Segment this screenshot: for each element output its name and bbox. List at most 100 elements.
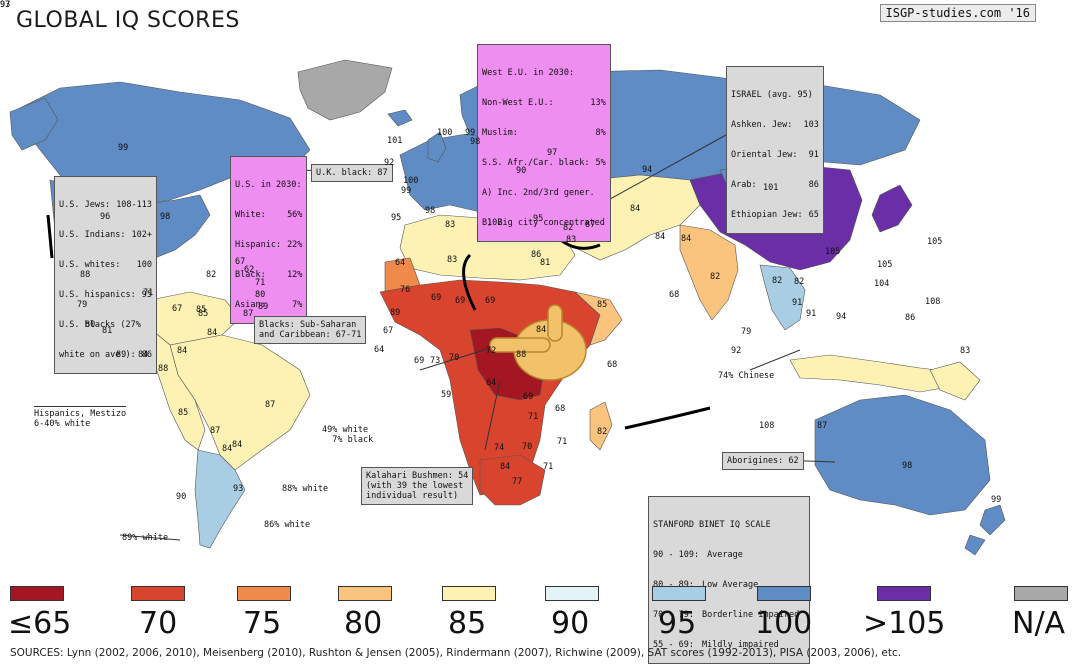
region-value-label: 69 <box>455 296 466 306</box>
us-2030-title: U.S. in 2030: <box>235 180 302 190</box>
region-value-label: 69 <box>431 293 442 303</box>
region-value-label: 105 <box>825 247 841 257</box>
region-uk <box>427 131 447 163</box>
region-value-label: 99 <box>118 143 129 153</box>
legend-swatch <box>757 586 811 601</box>
us-groups-row: U.S. whites: 100 <box>59 260 153 270</box>
arrow-madagascar <box>624 406 711 430</box>
region-value-label: 71 <box>557 437 568 447</box>
region-value-label: 84 <box>681 234 692 244</box>
region-value-label: 93 <box>0 0 11 10</box>
region-value-label: 85 <box>178 408 189 418</box>
region-value-label: 85 <box>198 309 209 319</box>
region-alaska <box>9 97 59 151</box>
region-value-label: 89 <box>258 302 269 312</box>
region-value-label: 82 <box>206 270 217 280</box>
west-eu-row: Muslim: 8% <box>482 128 606 138</box>
legend-label: ≤65 <box>8 606 72 641</box>
israel-row: Oriental Jew: 91 <box>731 150 819 160</box>
legend-swatch <box>442 586 496 601</box>
region-value-label: 64 <box>486 378 497 388</box>
region-value-label: 89 <box>390 308 401 318</box>
us-groups-row: white on ave.): 86 <box>59 350 153 360</box>
region-value-label: 100 <box>437 128 453 138</box>
hispanics-note: Hispanics, Mestizo 6-40% white <box>34 406 127 429</box>
stanford-row: 90 - 109: Average <box>653 550 743 560</box>
israel-row: Ethiopian Jew: 65 <box>731 210 819 220</box>
region-value-label: 96 <box>100 212 111 222</box>
region-value-label: 68 <box>555 404 566 414</box>
west-eu-note: B) Big city concentrated <box>482 218 605 228</box>
region-value-label: 70 <box>449 353 460 363</box>
region-value-label: 87 <box>585 220 596 230</box>
legend-swatch <box>1014 586 1068 601</box>
legend-swatch <box>131 586 185 601</box>
white-86-note: 86% white <box>264 520 311 530</box>
region-value-label: 88 <box>80 270 91 280</box>
region-value-label: 102 <box>487 218 503 228</box>
legend-label: 100 <box>755 606 813 641</box>
region-value-label: 90 <box>176 492 187 502</box>
region-value-label: 97 <box>547 148 558 158</box>
region-value-label: 71 <box>528 412 539 422</box>
region-value-label: 69 <box>485 296 496 306</box>
region-value-label: 80 <box>85 320 96 330</box>
region-value-label: 59 <box>441 390 452 400</box>
region-australia <box>814 394 991 516</box>
region-value-label: 88 <box>516 350 527 360</box>
us-groups-row: U.S. hispanics: 95 <box>59 290 153 300</box>
blacks-sub-saharan-box: Blacks: Sub-Saharan and Caribbean: 67-71 <box>254 316 367 344</box>
region-value-label: 83 <box>445 220 456 230</box>
region-value-label: 84 <box>222 444 233 454</box>
region-value-label: 82 <box>772 276 783 286</box>
legend-label: >105 <box>863 606 946 641</box>
region-value-label: 90 <box>516 166 527 176</box>
region-southern-africa <box>479 454 546 506</box>
us-2030-row: Asian: 7% <box>235 300 303 310</box>
region-value-label: 79 <box>77 300 88 310</box>
region-value-label: 62 <box>244 265 255 275</box>
region-value-label: 93 <box>233 484 244 494</box>
region-png <box>929 361 981 401</box>
region-value-label: 84 <box>177 346 188 356</box>
region-japan <box>871 184 913 233</box>
west-eu-note: A) Inc. 2nd/3rd gener. <box>482 188 595 198</box>
legend-swatch <box>545 586 599 601</box>
region-value-label: 100 <box>403 176 419 186</box>
legend-label: 90 <box>551 606 590 641</box>
us-groups-box: U.S. Jews: 108-113 U.S. Indians: 102+ U.S.… <box>54 176 158 374</box>
stanford-row: 80 - 89: Low Average <box>653 580 759 590</box>
region-greenland <box>297 59 393 121</box>
stanford-row: 55 - 69: Mildly impaired <box>653 640 779 650</box>
stanford-binet-box: STANFORD BINET IQ SCALE 90 - 109: Average… <box>648 496 810 664</box>
region-value-label: 84 <box>207 328 218 338</box>
region-value-label: 73 <box>430 356 441 366</box>
region-value-label: 84 <box>655 232 666 242</box>
region-value-label: 69 <box>414 356 425 366</box>
region-value-label: 98 <box>902 461 913 471</box>
region-argentina <box>194 449 246 549</box>
region-value-label: 67 <box>235 257 246 267</box>
uk-black-box: U.K. black: 87 <box>311 164 393 182</box>
region-value-label: 94 <box>642 165 653 175</box>
region-iceland <box>387 109 413 127</box>
region-value-label: 87 <box>265 400 276 410</box>
region-value-label: 87 <box>243 309 254 319</box>
credit-label: ISGP-studies.com '16 <box>879 4 1036 22</box>
region-value-label: 79 <box>741 327 752 337</box>
region-value-label: 68 <box>669 290 680 300</box>
arrow-north-america <box>46 214 54 259</box>
us-2030-row: White: 56% <box>235 210 303 220</box>
region-value-label: 87 <box>210 426 221 436</box>
region-value-label: 81 <box>540 258 551 268</box>
kalahari-box: Kalahari Bushmen: 54 (with 39 the lowest… <box>361 467 474 505</box>
region-value-label: 69 <box>523 392 534 402</box>
us-2030-box: U.S. in 2030: White: 56% Hispanic: 22% Bla… <box>230 156 308 324</box>
region-value-label: 77 <box>512 477 523 487</box>
region-value-label: 64 <box>374 345 385 355</box>
region-value-label: 92 <box>731 346 742 356</box>
region-value-label: 105 <box>927 237 943 247</box>
us-groups-row: U.S. blacks (27% <box>59 320 141 330</box>
west-eu-2030-box: West E.U. in 2030: Non-West E.U.: 13% Mus… <box>477 44 611 242</box>
region-value-label: 97 <box>0 0 11 10</box>
